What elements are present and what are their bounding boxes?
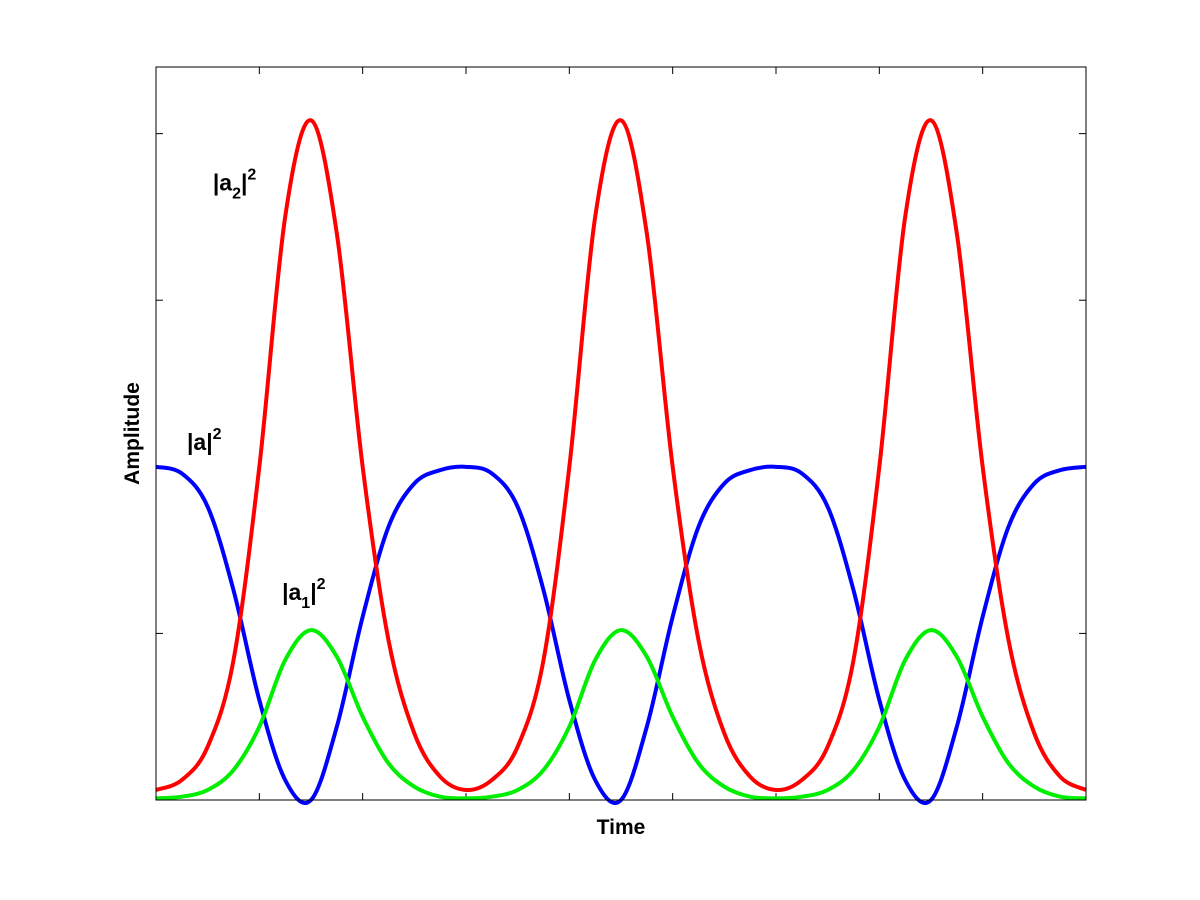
annotation-a1: |a1|2 <box>282 576 326 612</box>
series-line-a <box>155 464 1087 805</box>
annotation-a: |a|2 <box>187 426 222 455</box>
plot-frame <box>155 66 1087 801</box>
y-axis-label: Amplitude <box>121 382 144 485</box>
annotation-base: |a <box>213 169 232 195</box>
annotation-bar: | <box>310 579 316 605</box>
annotation-base: |a <box>187 429 206 455</box>
annotation-bar: | <box>241 169 247 195</box>
annotation-subscript: 2 <box>232 185 241 202</box>
annotation-bar: | <box>206 429 212 455</box>
series-line-a2 <box>155 118 1087 793</box>
annotation-superscript: 2 <box>317 576 326 593</box>
annotation-superscript: 2 <box>213 426 222 443</box>
curve-annotations: |a2|2|a|2|a1|2 <box>187 166 326 612</box>
series-lines <box>155 118 1087 805</box>
annotation-base: |a <box>282 579 301 605</box>
annotation-subscript: 1 <box>301 595 310 612</box>
x-axis-label: Time <box>597 816 646 839</box>
annotation-superscript: 2 <box>247 166 256 183</box>
annotation-a2: |a2|2 <box>213 166 257 202</box>
series-line-a1 <box>155 628 1087 801</box>
